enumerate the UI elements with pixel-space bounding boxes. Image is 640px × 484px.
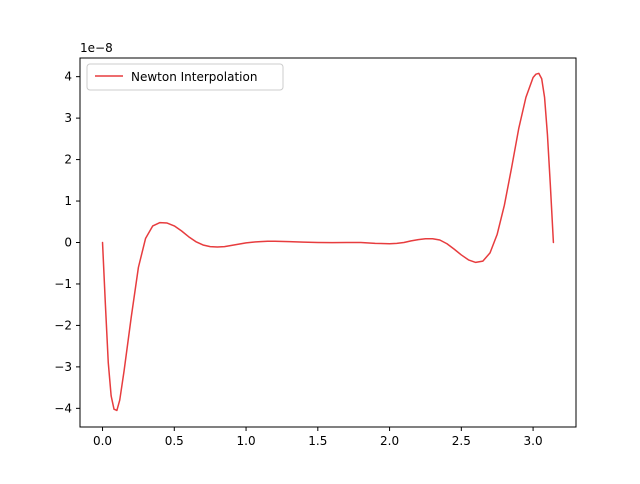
y-tick-label: 1 (64, 194, 72, 208)
series-line-newton-interpolation (101, 72, 555, 412)
y-tick-label: −2 (54, 318, 72, 332)
y-tick-label: −3 (54, 360, 72, 374)
y-tick-label: 3 (64, 111, 72, 125)
x-tick-label: 3.0 (524, 434, 543, 448)
y-tick-label: 2 (64, 153, 72, 167)
plot-area (101, 72, 555, 412)
legend-box (86, 63, 284, 91)
x-tick-label: 0.0 (93, 434, 112, 448)
y-tick-label: 4 (64, 70, 72, 84)
legend-label: Newton Interpolation (131, 70, 257, 84)
x-tick-label: 1.5 (308, 434, 327, 448)
x-tick-label: 2.5 (452, 434, 471, 448)
x-tick-label: 0.5 (165, 434, 184, 448)
y-tick-label: 0 (64, 236, 72, 250)
legend: Newton Interpolation (86, 63, 284, 91)
y-scale-label: 1e−8 (80, 41, 113, 55)
x-tick-label: 2.0 (380, 434, 399, 448)
x-axis: 0.0 0.5 1.0 1.5 2.0 2.5 3.0 (93, 427, 543, 448)
y-tick-label: −1 (54, 277, 72, 291)
x-tick-label: 1.0 (237, 434, 256, 448)
y-axis: −4 −3 −2 −1 0 1 2 3 4 (54, 70, 80, 415)
y-tick-label: −4 (54, 401, 72, 415)
